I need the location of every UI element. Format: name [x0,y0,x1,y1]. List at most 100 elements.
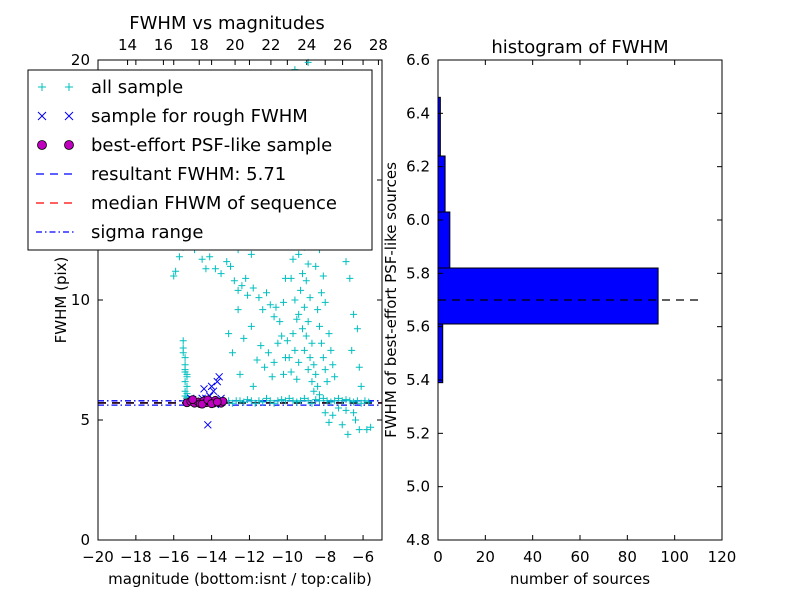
plus-point [228,349,236,357]
plus-point [302,332,310,340]
y-tick-label: 6.4 [406,104,430,122]
legend: all sample sample for rough FWHM best-effo… [27,69,373,251]
top-tick-label: 24 [297,36,316,54]
legend-entry: median FHWM of sequence [36,193,337,214]
plus-point [223,258,231,266]
plus-point [342,396,350,404]
plus-point [323,397,331,405]
plus-point [293,375,301,383]
plus-point [327,346,335,354]
plus-point [278,332,286,340]
circle-point [37,140,47,150]
legend-entry: all sample [38,77,183,98]
plus-point [319,394,327,402]
plus-point [355,426,363,434]
plus-point [227,262,235,270]
x-tick-label: 100 [660,548,689,566]
plus-point [281,397,289,405]
plus-point [353,325,361,333]
plus-point [255,397,263,405]
plus-point [285,394,293,402]
plus-point [351,416,359,424]
x-tick-label: −14 [196,548,228,566]
plus-point [263,394,271,402]
plus-point [236,370,244,378]
plus-point [289,255,297,263]
circle-point [212,397,222,407]
plus-point [319,272,327,280]
plus-point [211,265,219,273]
plus-point [355,363,363,371]
x-tick-label: 120 [708,548,737,566]
plus-point [329,361,337,369]
plus-point [350,409,358,417]
plus-point [302,277,310,285]
plus-point [280,298,288,306]
plus-point [179,349,187,357]
plus-point [179,337,187,345]
plus-point [181,354,189,362]
plus-point [316,322,324,330]
legend-entry: sample for rough FWHM [37,106,308,127]
plus-point [240,334,248,342]
histogram-frame [437,59,723,541]
y-tick-label: 0 [80,531,90,549]
plus-point [291,296,299,304]
y-tick-label: 10 [71,291,90,309]
plus-point [342,406,350,414]
y-tick-label: 6.0 [406,211,430,229]
plus-point [272,303,280,311]
legend-label: resultant FWHM: 5.71 [91,164,286,185]
plus-point [278,396,286,404]
plus-point [308,339,316,347]
y-tick-label: 6.2 [406,158,430,176]
y-tick-label: 5.2 [406,424,430,442]
histogram-x-axis-label: number of sources [510,570,650,588]
plus-point [350,398,358,406]
top-tick-label: 18 [190,36,209,54]
y-tick-label: 20 [71,51,90,69]
x-point [215,372,224,381]
legend-label: sample for rough FWHM [91,106,308,127]
plus-point [312,262,320,270]
plus-point [346,397,354,405]
plus-point [321,366,329,374]
plus-point [331,397,339,405]
plus-point [247,397,255,405]
top-tick-label: 26 [333,36,352,54]
plus-point [266,397,274,405]
plus-point [280,370,288,378]
plus-point [244,291,252,299]
plus-point [298,270,306,278]
x-axis-label: magnitude (bottom:isnt / top:calib) [108,570,372,588]
top-tick-label: 16 [154,36,173,54]
histogram-title: histogram of FWHM [491,37,668,58]
plus-point [183,382,191,390]
plus-point [323,378,331,386]
plus-point [291,346,299,354]
plus-point [253,356,261,364]
legend-entry: resultant FWHM: 5.71 [36,164,286,185]
top-axis-ticks: 14 16 18 20 22 24 26 28 [118,36,388,65]
plus-point [259,306,267,314]
plus-point [238,282,246,290]
plus-point [331,373,339,381]
plus-point [268,373,276,381]
plus-point [295,250,303,258]
circle-point [188,395,198,405]
plus-point [230,277,238,285]
legend-label: best-effort PSF-like sample [91,135,332,156]
plus-point [206,253,214,261]
x-tick-label: 40 [523,548,542,566]
histogram-bar [437,323,444,384]
plus-point [289,330,297,338]
x-point [200,384,208,393]
plus-point [334,394,342,402]
plus-point [202,265,210,273]
plus-point [304,318,312,326]
x-tick-label: 20 [476,548,495,566]
plus-point [312,396,320,404]
plus-point [295,358,303,366]
x-point [213,377,222,386]
plus-point [266,301,274,309]
